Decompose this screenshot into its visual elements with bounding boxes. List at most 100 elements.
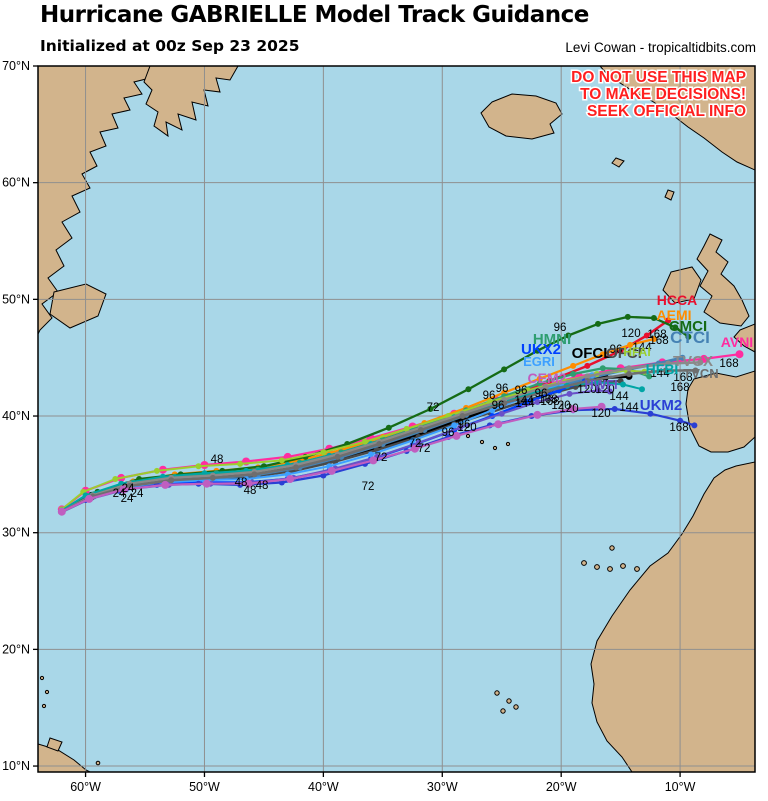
track-point-cem2 bbox=[161, 480, 170, 489]
island-azores bbox=[492, 445, 498, 451]
forecast-hour-label: 120 bbox=[595, 384, 614, 396]
track-point-hcca bbox=[643, 332, 650, 339]
model-label-cem2: CEM2 bbox=[528, 370, 567, 386]
forecast-hour-label: 48 bbox=[211, 454, 224, 466]
forecast-hour-label: 168 bbox=[540, 396, 559, 408]
lat-tick-label: 50°N bbox=[2, 292, 30, 306]
lon-tick-label: 50°W bbox=[189, 780, 220, 794]
track-point-hmni bbox=[536, 380, 543, 387]
island-trinidad bbox=[46, 737, 63, 752]
model-label-tvcx: TVCX bbox=[673, 353, 713, 370]
forecast-hour-label: 48 bbox=[244, 485, 257, 497]
forecast-hour-label: 96 bbox=[492, 400, 505, 412]
forecast-hour-label: 168 bbox=[538, 394, 557, 406]
track-point-ukm2 bbox=[647, 410, 654, 417]
forecast-hour-label: 96 bbox=[496, 383, 509, 395]
track-point-cmci bbox=[672, 324, 679, 331]
track-point-hfai bbox=[237, 460, 244, 467]
island-antilles bbox=[95, 760, 101, 766]
landmass-norway bbox=[599, 66, 755, 171]
track-point-hfbi bbox=[620, 381, 626, 388]
island-canary bbox=[581, 560, 587, 566]
track-point-cem2 bbox=[369, 456, 378, 465]
track-point-cmci bbox=[534, 347, 541, 354]
track-point-cmci bbox=[465, 386, 472, 393]
track-point-hmni bbox=[599, 365, 606, 372]
track-point-tvcn bbox=[293, 464, 299, 471]
landmass-france bbox=[733, 323, 755, 353]
track-point-hfai bbox=[403, 425, 410, 432]
forecast-hour-label: 120 bbox=[457, 422, 476, 434]
track-point-cem2 bbox=[494, 420, 503, 429]
lon-tick-label: 10°W bbox=[665, 780, 696, 794]
track-point-tvcn bbox=[126, 483, 133, 489]
forecast-hour-label: 24 bbox=[122, 483, 135, 495]
track-point-cmci bbox=[501, 366, 508, 373]
forecast-hour-label: 72 bbox=[375, 452, 388, 464]
forecast-hour-label: 96 bbox=[610, 344, 623, 356]
track-point-egri bbox=[409, 437, 416, 444]
island-antilles bbox=[41, 703, 47, 709]
track-point-tvcn bbox=[501, 400, 508, 407]
forecast-hour-label: 96 bbox=[442, 427, 455, 439]
track-point-hwfi bbox=[606, 388, 613, 395]
warning-line: DO NOT USE THIS MAP bbox=[571, 69, 746, 86]
track-point-tvcx bbox=[697, 359, 704, 366]
warning-line: TO MAKE DECISIONS! bbox=[580, 86, 746, 103]
init-time-label: Initialized at 00z Sep 23 2025 bbox=[40, 37, 300, 55]
track-point-hfbi bbox=[639, 386, 645, 393]
forecast-hour-label: 96 bbox=[458, 419, 471, 431]
island-canary bbox=[634, 566, 640, 572]
forecast-hour-label: 168 bbox=[649, 335, 668, 347]
island-cape-verde bbox=[513, 704, 519, 710]
lat-tick-label: 70°N bbox=[2, 59, 30, 73]
landmass-faroes bbox=[611, 157, 625, 168]
track-point-hfai bbox=[195, 463, 202, 470]
track-point-hwfi bbox=[457, 424, 464, 431]
forecast-hour-label: 144 bbox=[514, 395, 534, 407]
model-label-ukx2: UKX2 bbox=[521, 341, 561, 358]
track-point-ukm2 bbox=[691, 422, 698, 429]
forecast-hour-label: 120 bbox=[591, 408, 610, 420]
track-point-hwfi bbox=[415, 439, 422, 446]
forecast-hour-label: 168 bbox=[673, 372, 692, 384]
track-point-aemi bbox=[536, 375, 543, 382]
graticule-layer bbox=[38, 66, 755, 772]
track-point-tvcx bbox=[542, 383, 549, 390]
track-point-cem2 bbox=[410, 444, 419, 453]
island-antilles bbox=[44, 689, 50, 695]
model-label-hcca: HCCA bbox=[657, 292, 697, 308]
track-point-hwfi bbox=[498, 410, 505, 417]
track-point-hwfi bbox=[566, 390, 573, 397]
model-label-hmni: HMNI bbox=[533, 331, 571, 348]
lat-tick-label: 30°N bbox=[2, 526, 30, 540]
track-point-tvcn bbox=[662, 367, 669, 374]
track-point-hcca bbox=[584, 362, 591, 369]
track-point-hfai bbox=[278, 457, 285, 464]
forecast-hour-label: 144 bbox=[619, 402, 639, 414]
forecast-hour-label: 72 bbox=[418, 443, 431, 455]
lon-tick-label: 60°W bbox=[70, 780, 101, 794]
forecast-hour-label: 120 bbox=[559, 403, 578, 415]
lat-tick-label: 10°N bbox=[2, 759, 30, 773]
model-label-hfbi: HFBI bbox=[646, 361, 679, 377]
track-point-cem2 bbox=[286, 475, 295, 483]
island-canary bbox=[620, 563, 626, 569]
track-point-cem2 bbox=[202, 479, 211, 488]
forecast-hour-label: 120 bbox=[577, 384, 596, 396]
lon-tick-label: 20°W bbox=[546, 780, 577, 794]
track-point-hmni bbox=[646, 373, 653, 380]
track-point-ukm2 bbox=[677, 417, 684, 424]
track-point-cmci bbox=[685, 333, 692, 340]
track-point-cem2 bbox=[533, 410, 542, 419]
island-antilles bbox=[39, 675, 45, 681]
track-point-cem2 bbox=[244, 479, 253, 488]
track-point-egri bbox=[451, 422, 458, 429]
model-label-ctci: CTCI bbox=[670, 328, 710, 347]
forecast-hour-label: 120 bbox=[551, 400, 570, 412]
forecast-hour-label: 168 bbox=[719, 358, 738, 370]
island-azores bbox=[465, 433, 471, 439]
track-point-cmci bbox=[595, 320, 601, 327]
